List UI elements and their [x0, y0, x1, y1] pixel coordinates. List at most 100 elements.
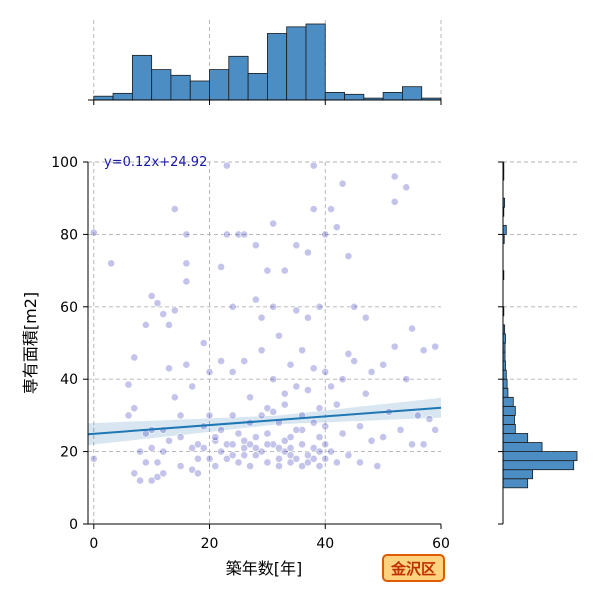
scatter-point-118	[315, 302, 324, 311]
scatter-point-96	[286, 360, 295, 369]
scatter-point-171	[309, 418, 318, 427]
scatter-point-66	[240, 357, 249, 365]
right-hist-bar-5	[502, 433, 529, 443]
top-hist-bar-5	[189, 80, 210, 101]
scatter-point-0	[89, 454, 98, 463]
scatter-point-162	[431, 342, 440, 351]
scatter-point-61	[228, 411, 237, 420]
scatter-point-3	[124, 411, 133, 420]
y-axis-ticks: 0 20 40 60 80 100	[51, 155, 88, 533]
scatter-point-88	[275, 454, 283, 463]
scatter-point-154	[402, 183, 411, 192]
right-hist-bar-9	[502, 396, 514, 407]
scatter-point-18	[153, 458, 162, 467]
scatter-point-52	[217, 263, 225, 271]
scatter-point-153	[396, 425, 405, 434]
scatter-point-74	[251, 295, 260, 304]
scatter-point-76	[251, 433, 260, 442]
scatter-point-79	[257, 447, 266, 456]
x-tick-label-3: 60	[432, 536, 450, 552]
scatter-point-175	[275, 444, 283, 452]
scatter-point-166	[257, 411, 266, 420]
scatter-point-47	[205, 368, 214, 376]
scatter-point-41	[194, 454, 202, 463]
scatter-point-112	[304, 451, 312, 460]
scatter-point-109	[304, 313, 312, 322]
scatter-point-107	[298, 425, 307, 434]
scatter-point-129	[332, 223, 341, 232]
top-hist-bar-0	[93, 95, 114, 101]
scatter-point-130	[332, 400, 341, 409]
scatter-point-36	[182, 360, 191, 369]
scatter-point-125	[321, 440, 330, 449]
scatter-point-35	[182, 277, 191, 286]
scatter-point-156	[408, 324, 416, 333]
scatter-point-95	[280, 389, 289, 398]
scatter-point-126	[327, 205, 335, 213]
scatter-point-89	[275, 462, 283, 470]
scatter-point-131	[332, 458, 341, 467]
scatter-point-108	[304, 248, 312, 257]
scatter-point-65	[234, 458, 243, 467]
scatter-point-25	[165, 320, 173, 329]
top-hist-bar-3	[151, 69, 172, 101]
scatter-point-33	[182, 230, 191, 239]
scatter-point-72	[246, 462, 254, 470]
y-axis-label: 専有面積[m2]	[21, 292, 40, 394]
scatter-point-140	[356, 422, 364, 431]
scatter-point-124	[321, 454, 330, 463]
scatter-point-26	[165, 364, 173, 373]
scatter-point-167	[269, 407, 278, 416]
scatter-point-123	[321, 368, 330, 376]
scatter-point-116	[309, 444, 318, 452]
regression-line	[87, 406, 442, 436]
scatter-point-176	[263, 440, 272, 449]
right-hist-bar-3	[502, 451, 578, 462]
scatter-point-128	[327, 447, 335, 456]
scatter-point-103	[292, 454, 301, 463]
scatter-point-168	[280, 400, 289, 409]
scatter-point-160	[419, 440, 428, 449]
ward-badge: 金沢区	[382, 554, 445, 582]
x-tick-label-1: 20	[201, 536, 219, 552]
scatter-point-82	[263, 458, 272, 467]
top-hist-bar-2	[131, 54, 153, 101]
top-hist-bar-7	[228, 55, 249, 101]
scatter-point-138	[350, 357, 359, 365]
scatter-point-178	[240, 451, 249, 460]
regression-line-stroke	[87, 406, 442, 436]
right-hist-bar-10	[502, 387, 509, 398]
scatter-point-104	[298, 346, 307, 355]
scatter-point-174	[286, 433, 295, 442]
y-tick-label-3: 60	[60, 300, 78, 316]
scatter-point-134	[338, 429, 347, 438]
right-hist-bar-8	[502, 405, 516, 416]
scatter-point-136	[344, 349, 353, 358]
scatter-point-67	[240, 230, 249, 239]
scatter-point-91	[275, 331, 283, 340]
scatter-point-93	[280, 447, 289, 456]
scatter-point-44	[199, 339, 208, 347]
right-histogram	[498, 161, 578, 525]
scatter-point-110	[304, 386, 312, 394]
scatter-point-101	[292, 306, 301, 315]
scatter-point-99	[286, 444, 295, 452]
scatter-point-83	[263, 429, 272, 438]
scatter-point-48	[205, 411, 214, 420]
scatter-point-115	[309, 364, 318, 373]
right-hist-bar-0	[502, 478, 529, 489]
scatter-point-177	[251, 444, 260, 452]
scatter-point-37	[188, 444, 197, 452]
scatter-point-102	[292, 382, 301, 391]
scatter-point-144	[367, 368, 376, 376]
scatter-point-15	[147, 476, 156, 485]
ward-badge-label: 金沢区	[390, 560, 436, 578]
scatter-point-73	[251, 241, 260, 250]
scatter-point-17	[153, 299, 162, 308]
scatter-point-30	[176, 462, 185, 470]
scatter-point-60	[228, 302, 237, 311]
scatter-point-19	[153, 473, 162, 481]
x-tick-label-0: 0	[89, 536, 98, 552]
scatter-point-139	[350, 302, 359, 311]
scatter-point-55	[217, 357, 225, 365]
